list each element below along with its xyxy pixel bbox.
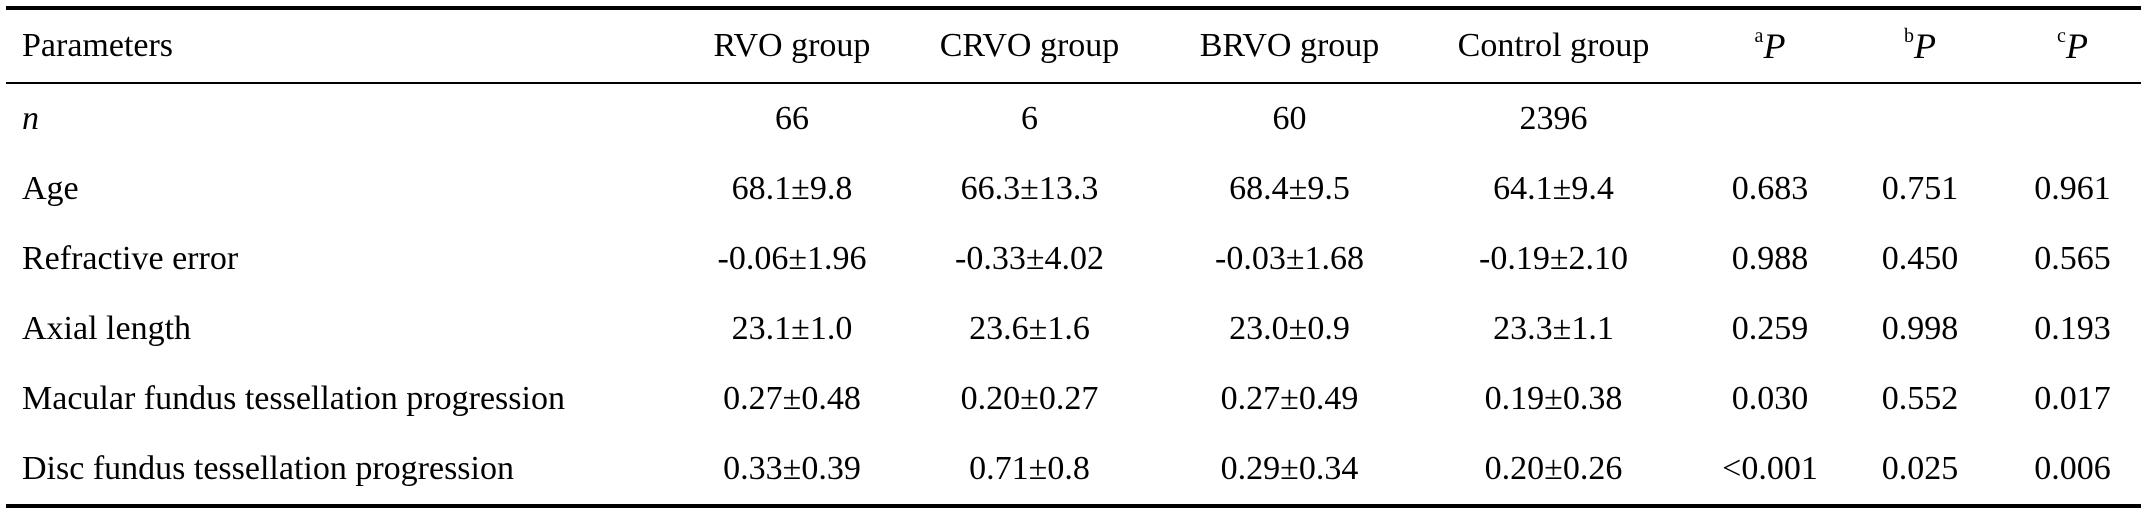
cell-brvo: 0.27±0.49 xyxy=(1220,380,1359,417)
row-param: Macular fundus tessellation progression xyxy=(22,380,565,417)
data-table: Parameters RVO group CRVO group BRVO gro… xyxy=(6,6,2141,508)
cell-brvo: 0.29±0.34 xyxy=(1220,450,1359,487)
cell-control: 23.3±1.1 xyxy=(1493,310,1614,347)
table-row: Disc fundus tessellation progression 0.3… xyxy=(6,434,2141,506)
header-p-c-sup: c xyxy=(2057,24,2066,47)
header-p-c-main: P xyxy=(2065,26,2088,66)
table-header: Parameters RVO group CRVO group BRVO gro… xyxy=(6,8,2141,83)
header-brvo-group: BRVO group xyxy=(1199,27,1380,64)
header-crvo-group: CRVO group xyxy=(939,27,1120,64)
cell-rvo: 23.1±1.0 xyxy=(731,310,853,347)
cell-p-a xyxy=(1695,83,1845,154)
header-p-a-main: P xyxy=(1763,26,1786,66)
cell-rvo: 66 xyxy=(775,100,809,137)
cell-crvo: 0.20±0.27 xyxy=(960,380,1099,417)
cell-p-c: 0.006 xyxy=(2034,450,2111,487)
row-param: Refractive error xyxy=(22,240,239,277)
cell-p-a: <0.001 xyxy=(1722,450,1818,487)
cell-p-b: 0.450 xyxy=(1881,240,1959,277)
header-p-b: bP xyxy=(1845,8,1995,83)
cell-crvo: 23.6±1.6 xyxy=(969,310,1090,347)
table-row: Age 68.1±9.8 66.3±13.3 68.4±9.5 64.1±9.4… xyxy=(6,154,2141,224)
header-p-a-sup: a xyxy=(1754,24,1764,47)
cell-control: -0.19±2.10 xyxy=(1479,240,1628,277)
table-row: n 66 6 60 2396 xyxy=(6,83,2141,154)
cell-crvo: -0.33±4.02 xyxy=(955,240,1104,277)
cell-crvo: 66.3±13.3 xyxy=(960,170,1099,207)
cell-p-b: 0.552 xyxy=(1881,380,1959,417)
cell-control: 0.20±0.26 xyxy=(1484,450,1623,487)
cell-rvo: -0.06±1.96 xyxy=(717,240,867,277)
cell-rvo: 68.1±9.8 xyxy=(731,170,853,207)
header-control-group: Control group xyxy=(1457,27,1650,64)
cell-p-c: 0.193 xyxy=(2034,310,2111,347)
cell-brvo: 68.4±9.5 xyxy=(1229,170,1350,207)
table-row: Axial length 23.1±1.0 23.6±1.6 23.0±0.9 … xyxy=(6,294,2141,364)
cell-brvo: -0.03±1.68 xyxy=(1215,240,1364,277)
row-param: Axial length xyxy=(22,310,192,347)
cell-brvo: 60 xyxy=(1272,100,1307,137)
cell-crvo: 0.71±0.8 xyxy=(969,450,1090,487)
header-p-a: aP xyxy=(1695,8,1845,83)
cell-control: 2396 xyxy=(1519,100,1588,137)
header-p-b-sup: b xyxy=(1904,24,1914,47)
cell-crvo: 6 xyxy=(1021,100,1038,137)
cell-p-a: 0.988 xyxy=(1731,240,1809,277)
cell-p-c: 0.017 xyxy=(2034,380,2111,417)
table-body: n 66 6 60 2396 Age 68.1±9.8 66.3±13.3 68… xyxy=(6,83,2141,506)
table-row: Refractive error -0.06±1.96 -0.33±4.02 -… xyxy=(6,224,2141,294)
row-param: Age xyxy=(22,170,79,207)
cell-p-b: 0.751 xyxy=(1881,170,1959,207)
header-p-c: cP xyxy=(1995,8,2141,83)
cell-p-a: 0.259 xyxy=(1731,310,1809,347)
cell-rvo: 0.33±0.39 xyxy=(723,450,861,487)
cell-p-c xyxy=(1995,83,2141,154)
cell-brvo: 23.0±0.9 xyxy=(1229,310,1350,347)
cell-p-a: 0.030 xyxy=(1731,380,1809,417)
header-parameters: Parameters xyxy=(22,27,174,64)
header-rvo-group: RVO group xyxy=(713,27,871,64)
cell-p-a: 0.683 xyxy=(1731,170,1809,207)
header-row: Parameters RVO group CRVO group BRVO gro… xyxy=(6,8,2141,83)
row-param: n xyxy=(22,100,39,137)
cell-p-b: 0.025 xyxy=(1881,450,1959,487)
cell-control: 64.1±9.4 xyxy=(1493,170,1614,207)
cell-p-b xyxy=(1845,83,1995,154)
header-p-b-main: P xyxy=(1914,26,1936,66)
cell-p-b: 0.998 xyxy=(1881,310,1959,347)
table-row: Macular fundus tessellation progression … xyxy=(6,364,2141,434)
cell-control: 0.19±0.38 xyxy=(1484,380,1623,417)
cell-p-c: 0.565 xyxy=(2034,240,2111,277)
cell-p-c: 0.961 xyxy=(2034,170,2111,207)
row-param: Disc fundus tessellation progression xyxy=(22,450,514,487)
cell-rvo: 0.27±0.48 xyxy=(723,380,861,417)
